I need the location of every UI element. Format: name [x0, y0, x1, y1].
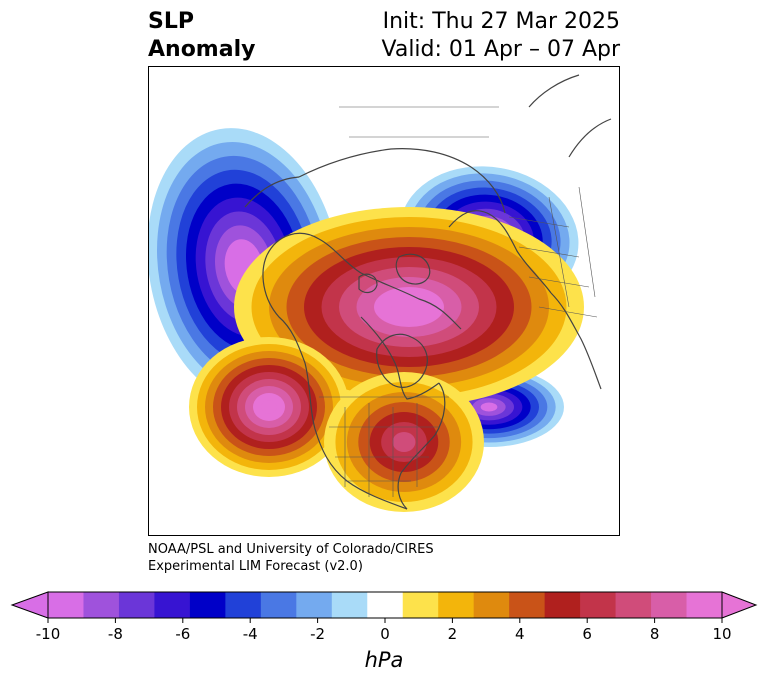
colorbar-cells — [10, 591, 758, 619]
colorbar-extend-low — [10, 591, 49, 619]
coastline-na-west — [304, 362, 408, 510]
coastline-mideast — [528, 74, 580, 108]
coastline-alaska — [266, 232, 462, 330]
colorbar-tick-label: 4 — [515, 625, 525, 643]
colorbar-tick-label: -6 — [175, 625, 190, 643]
colorbar-tick-label: -2 — [310, 625, 325, 643]
title-variable: SLP Anomaly — [148, 8, 255, 64]
colorbar-cell — [509, 592, 546, 618]
title-dates: Init: Thu 27 Mar 2025 Valid: 01 Apr – 07… — [382, 8, 621, 64]
valid-date: Valid: 01 Apr – 07 Apr — [381, 37, 621, 62]
border-asia — [339, 106, 499, 138]
colorbar-cell — [189, 592, 226, 618]
colorbar: -10 -8 -6 -4 -2 0 2 4 6 8 10 — [10, 591, 758, 643]
anomaly-contour-band — [391, 297, 427, 317]
anomaly-contour-band — [392, 432, 416, 452]
colorbar-cell — [225, 592, 262, 618]
border-europe-v — [548, 186, 596, 308]
colorbar-tick-label: 10 — [712, 625, 731, 643]
coastline-greenland — [376, 333, 428, 388]
colorbar-extend-high — [721, 591, 758, 619]
colorbar-tick-label: -4 — [243, 625, 258, 643]
coastline-hudson — [360, 316, 440, 400]
colorbar-ticks: -10 -8 -6 -4 -2 0 2 4 6 8 10 — [36, 618, 732, 643]
colorbar-cell — [296, 592, 333, 618]
map-panel — [148, 66, 620, 536]
colorbar-tick-label: 0 — [380, 625, 390, 643]
colorbar-cell — [438, 592, 475, 618]
coastline-arctic-island-2 — [358, 273, 378, 294]
coastline-na-east — [397, 382, 446, 510]
anomaly-contour-band — [480, 402, 498, 412]
colorbar-tick-label: 8 — [650, 625, 660, 643]
colorbar-cell — [367, 592, 404, 618]
border-us-states — [344, 403, 418, 497]
coastline-arctic-island — [395, 253, 431, 285]
anomaly-blob — [189, 337, 349, 477]
credit-line1: NOAA/PSL and University of Colorado/CIRE… — [148, 542, 434, 557]
colorbar-tick-label: -10 — [36, 625, 61, 643]
colorbar-cell — [402, 592, 439, 618]
map-svg — [149, 74, 612, 512]
colorbar-cell — [331, 592, 368, 618]
coastline-africa — [568, 118, 612, 158]
credit-line2: Experimental LIM Forecast (v2.0) — [148, 559, 363, 574]
coastline-scandinavia — [448, 210, 552, 294]
borders — [319, 106, 598, 497]
colorbar-cell — [544, 592, 581, 618]
colorbar-unit-label: hPa — [364, 648, 404, 672]
border-europe — [508, 216, 598, 318]
colorbar-cell — [154, 592, 191, 618]
coastline-europe — [550, 292, 602, 390]
colorbar-cell — [473, 592, 510, 618]
colorbar-cell — [580, 592, 617, 618]
colorbar-cell — [118, 592, 155, 618]
colorbar-tick-label: -8 — [108, 625, 123, 643]
coastline-siberia — [298, 148, 506, 214]
coastlines — [244, 74, 612, 510]
colorbar-tick-label: 2 — [448, 625, 458, 643]
colorbar-cell — [651, 592, 688, 618]
title-variable-line2: Anomaly — [148, 37, 256, 62]
colorbar-cell — [83, 592, 120, 618]
anomaly-contours — [149, 128, 584, 512]
colorbar-cell — [48, 592, 84, 618]
border-us-states-h — [329, 426, 439, 482]
coastline-bering — [262, 254, 306, 364]
coastline-chukotka — [244, 176, 300, 208]
colorbar-tick-label: 6 — [582, 625, 592, 643]
anomaly-contour-band — [261, 400, 277, 414]
credit-text: NOAA/PSL and University of Colorado/CIRE… — [148, 541, 434, 575]
init-date: Init: Thu 27 Mar 2025 — [382, 9, 620, 34]
colorbar-cell — [260, 592, 297, 618]
colorbar-cell — [615, 592, 652, 618]
title-variable-line1: SLP — [148, 9, 194, 34]
colorbar-cell — [686, 592, 723, 618]
